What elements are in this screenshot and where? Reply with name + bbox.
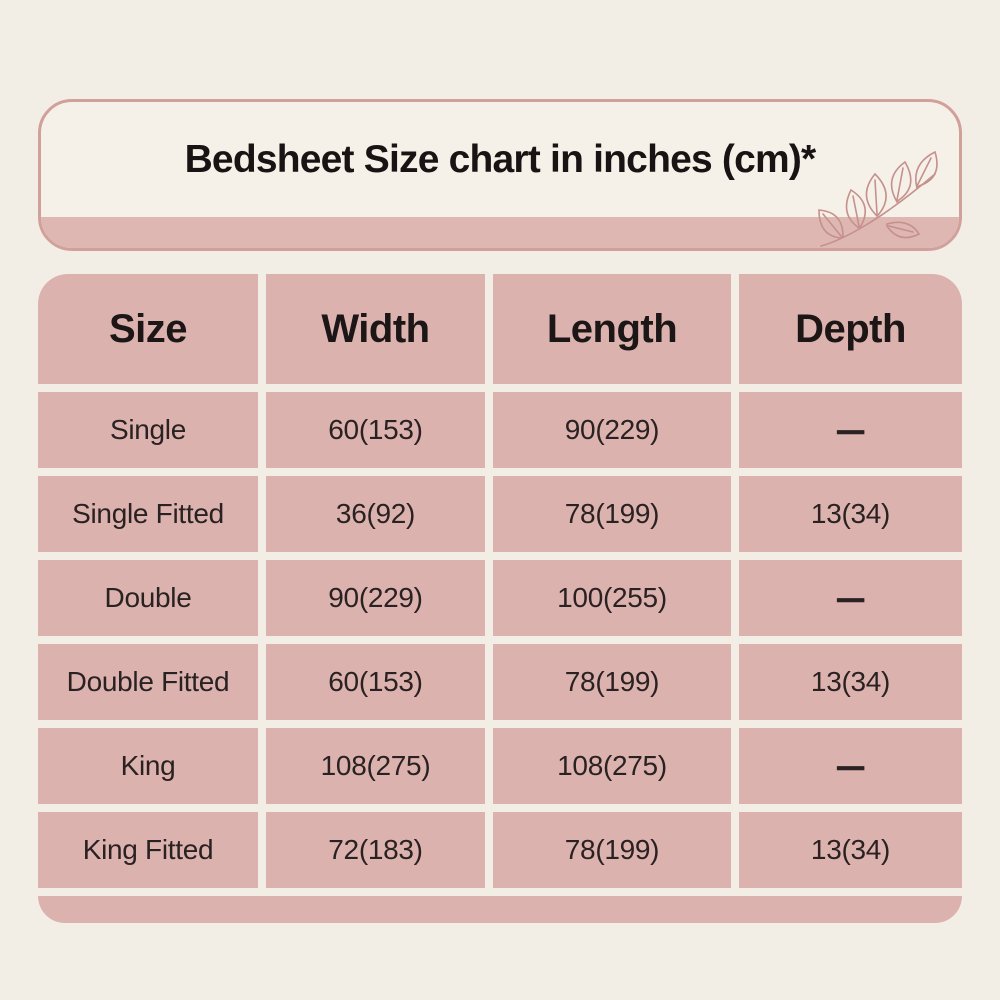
cell-single-fitted-depth: 13(34) — [739, 476, 962, 552]
header-card-bottom-strip — [41, 217, 959, 248]
cell-king-depth: — — [739, 728, 962, 804]
cell-double-fitted-size: Double Fitted — [38, 644, 258, 720]
cell-single-length: 90(229) — [493, 392, 731, 468]
cell-single-width: 60(153) — [266, 392, 485, 468]
cell-king-width: 108(275) — [266, 728, 485, 804]
cell-double-size: Double — [38, 560, 258, 636]
size-chart-table: Size Width Length Depth Single 60(153) 9… — [38, 274, 962, 923]
cell-single-fitted-width: 36(92) — [266, 476, 485, 552]
header-cell-size: Size — [38, 274, 258, 384]
size-chart-header-card: Bedsheet Size chart in inches (cm)* — [38, 99, 962, 251]
cell-double-depth: — — [739, 560, 962, 636]
header-title-zone: Bedsheet Size chart in inches (cm)* — [41, 102, 959, 218]
cell-king-size: King — [38, 728, 258, 804]
cell-single-fitted-size: Single Fitted — [38, 476, 258, 552]
cell-king-fitted-size: King Fitted — [38, 812, 258, 888]
cell-king-fitted-length: 78(199) — [493, 812, 731, 888]
size-chart-grid: Size Width Length Depth Single 60(153) 9… — [38, 274, 962, 888]
cell-single-depth: — — [739, 392, 962, 468]
cell-double-fitted-length: 78(199) — [493, 644, 731, 720]
table-bottom-rounded-bar — [38, 896, 962, 923]
cell-double-fitted-width: 60(153) — [266, 644, 485, 720]
cell-king-fitted-depth: 13(34) — [739, 812, 962, 888]
cell-double-width: 90(229) — [266, 560, 485, 636]
header-cell-width: Width — [266, 274, 485, 384]
header-cell-depth: Depth — [739, 274, 962, 384]
cell-king-fitted-width: 72(183) — [266, 812, 485, 888]
cell-single-size: Single — [38, 392, 258, 468]
header-cell-length: Length — [493, 274, 731, 384]
cell-single-fitted-length: 78(199) — [493, 476, 731, 552]
cell-king-length: 108(275) — [493, 728, 731, 804]
leaf-branch-icon — [815, 148, 943, 248]
cell-double-length: 100(255) — [493, 560, 731, 636]
page-title: Bedsheet Size chart in inches (cm)* — [184, 138, 817, 181]
cell-double-fitted-depth: 13(34) — [739, 644, 962, 720]
